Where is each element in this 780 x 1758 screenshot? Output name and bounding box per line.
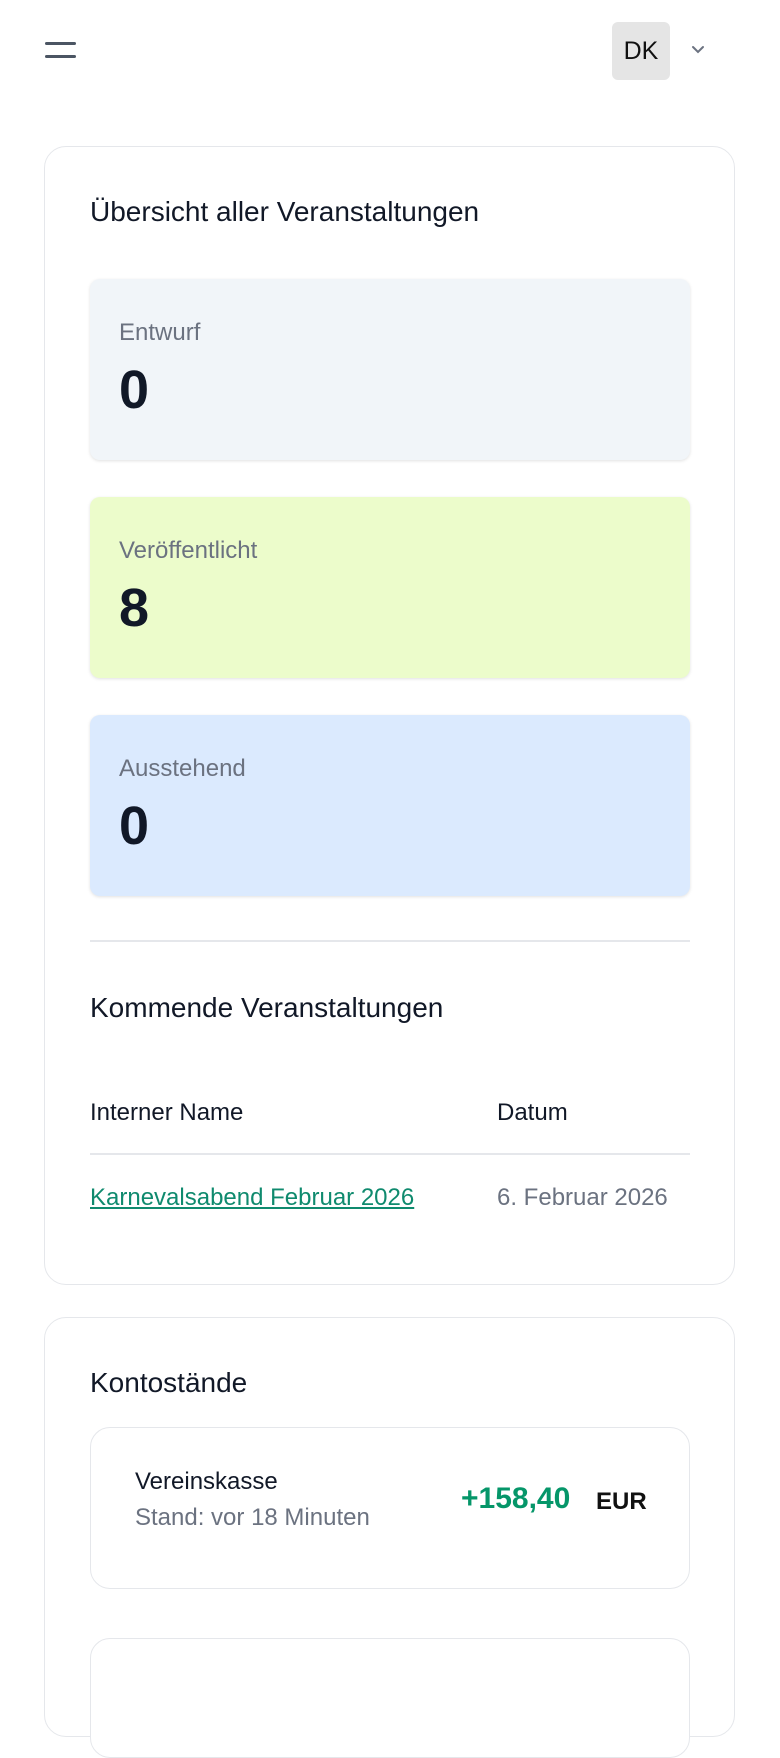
divider bbox=[90, 940, 690, 942]
column-header-date: Datum bbox=[497, 1099, 568, 1126]
upcoming-title: Kommende Veranstaltungen bbox=[90, 992, 444, 1023]
menu-button[interactable] bbox=[45, 40, 77, 62]
stat-value: 8 bbox=[119, 578, 150, 638]
stat-pending[interactable]: Ausstehend 0 bbox=[90, 715, 690, 896]
event-date: 6. Februar 2026 bbox=[497, 1184, 668, 1211]
account-amount: +158,40 bbox=[461, 1482, 571, 1515]
account-card[interactable]: Vereinskasse Stand: vor 18 Minuten +158,… bbox=[90, 1427, 690, 1589]
stat-value: 0 bbox=[119, 360, 150, 420]
stat-label: Veröffentlicht bbox=[119, 537, 258, 564]
account-status: Stand: vor 18 Minuten bbox=[135, 1504, 370, 1531]
table-divider bbox=[90, 1153, 690, 1155]
stat-label: Entwurf bbox=[119, 319, 201, 346]
account-currency: EUR bbox=[596, 1488, 647, 1515]
hamburger-icon bbox=[45, 42, 76, 45]
overview-title: Übersicht aller Veranstaltungen bbox=[90, 196, 480, 227]
hamburger-icon-line bbox=[45, 55, 76, 58]
chevron-down-icon[interactable] bbox=[688, 40, 708, 60]
account-card[interactable] bbox=[90, 1638, 690, 1758]
stat-value: 0 bbox=[119, 796, 150, 856]
column-header-name: Interner Name bbox=[90, 1099, 244, 1126]
account-name: Vereinskasse bbox=[135, 1468, 278, 1495]
stat-draft[interactable]: Entwurf 0 bbox=[90, 279, 690, 460]
event-link[interactable]: Karnevalsabend Februar 2026 bbox=[90, 1184, 415, 1211]
avatar[interactable]: DK bbox=[612, 22, 670, 80]
balances-title: Kontostände bbox=[90, 1367, 248, 1398]
stat-published[interactable]: Veröffentlicht 8 bbox=[90, 497, 690, 678]
stat-label: Ausstehend bbox=[119, 755, 246, 782]
